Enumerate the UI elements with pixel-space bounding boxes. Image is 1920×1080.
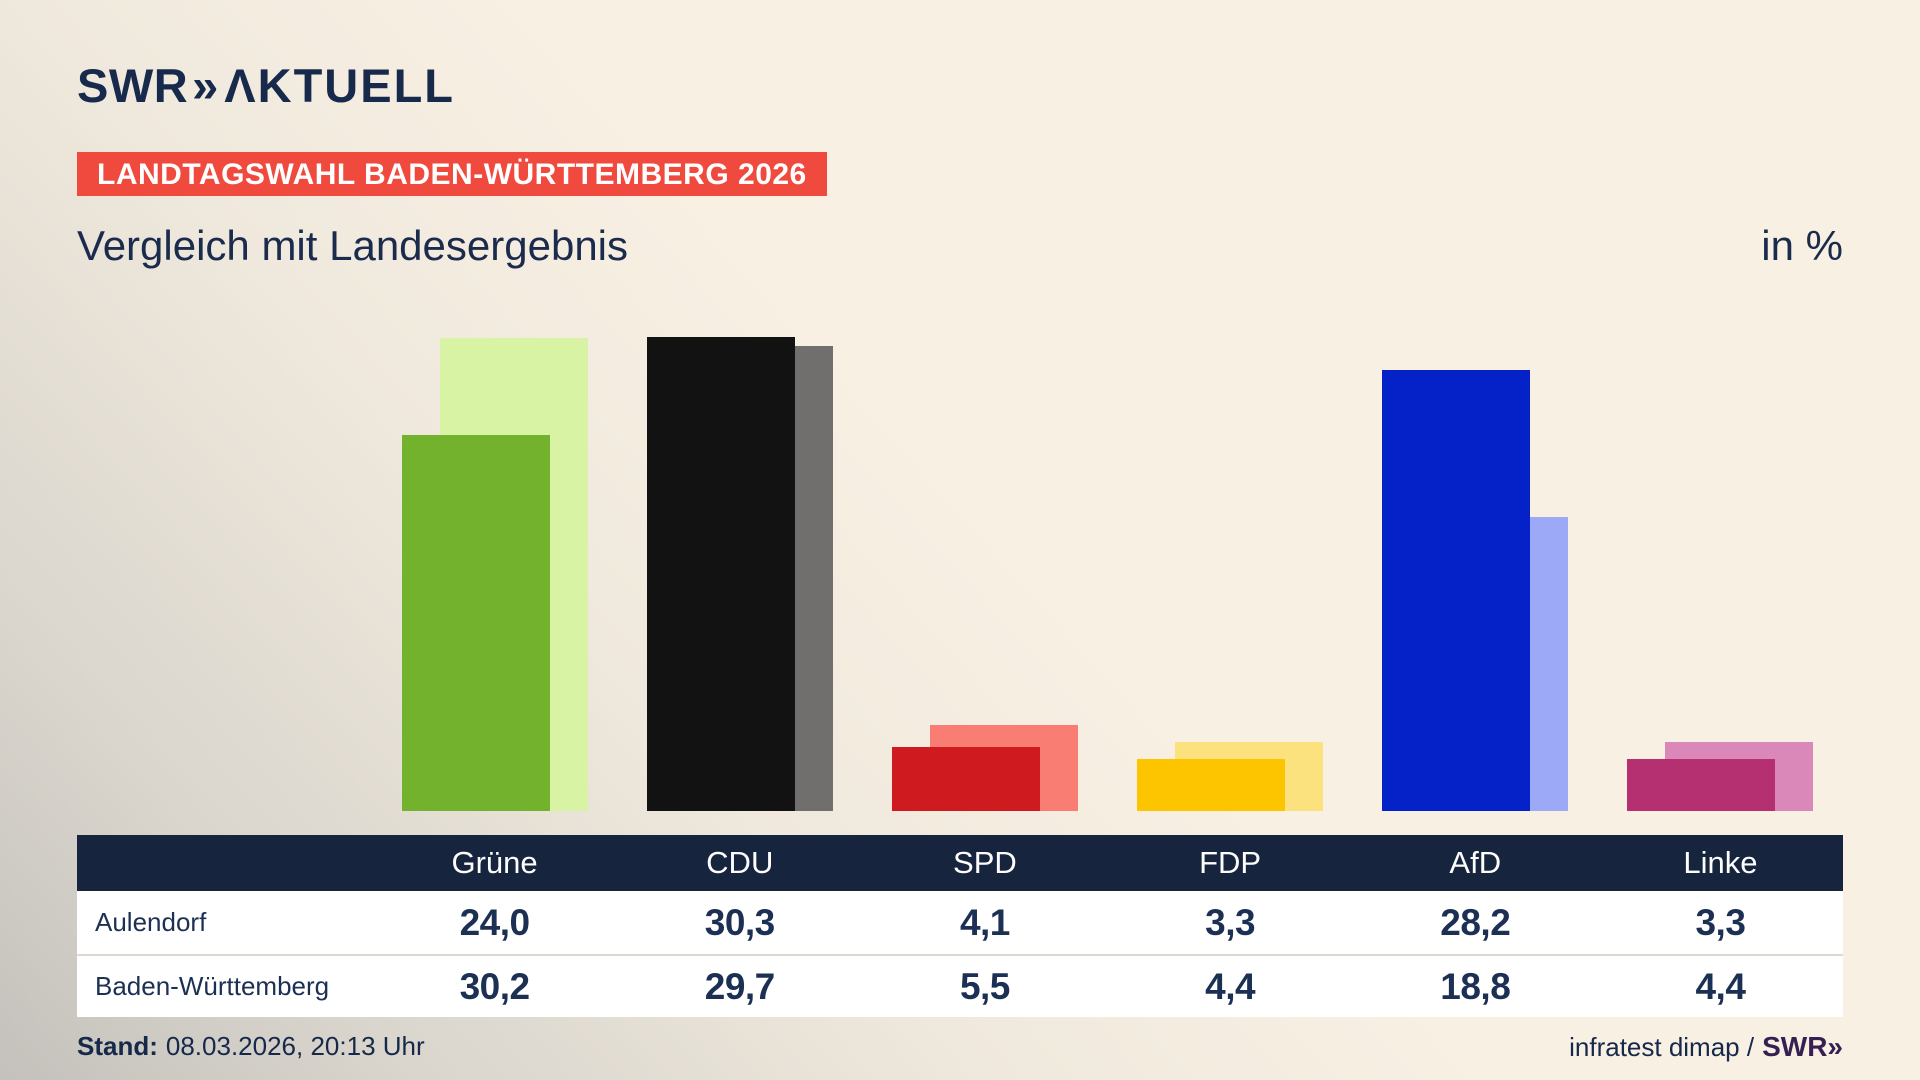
value-aulendorf-spd: 4,1 bbox=[959, 901, 1010, 943]
source-text: infratest dimap / bbox=[1569, 1032, 1755, 1062]
table-row-aulendorf: Aulendorf 24,0 30,3 4,1 3,3 28,2 3,3 bbox=[77, 891, 1843, 954]
row-label: Aulendorf bbox=[95, 907, 207, 937]
value-baden-wuerttemberg-afd: 18,8 bbox=[1440, 965, 1511, 1007]
results-table: Grüne CDU SPD FDP AfD Linke Aulendorf 24,0 30,3… bbox=[77, 835, 1843, 1017]
value-aulendorf-linke: 3,3 bbox=[1695, 901, 1746, 943]
source-credit: infratest dimap / SWR» bbox=[1569, 1031, 1843, 1063]
chart-title: Vergleich mit Landesergebnis bbox=[77, 222, 629, 269]
value-aulendorf-fdp: 3,3 bbox=[1205, 901, 1256, 943]
value-baden-wuerttemberg-linke: 4,4 bbox=[1695, 965, 1746, 1007]
column-header-spd: SPD bbox=[953, 845, 1017, 880]
bar-afd-aulendorf bbox=[1382, 370, 1531, 811]
swr-footer-logo: SWR» bbox=[1762, 1031, 1843, 1062]
stand-value: 08.03.2026, 20:13 Uhr bbox=[165, 1031, 425, 1061]
bar-fdp-aulendorf bbox=[1137, 759, 1286, 811]
table-row-baden-wuerttemberg: Baden-Württemberg 30,2 29,7 5,5 4,4 18,8 4,4 bbox=[77, 954, 1843, 1017]
table-header-row: Grüne CDU SPD FDP AfD Linke bbox=[77, 835, 1843, 891]
bar-gruene-aulendorf bbox=[401, 435, 550, 811]
bar-linke-aulendorf bbox=[1627, 759, 1776, 811]
value-baden-wuerttemberg-cdu: 29,7 bbox=[704, 965, 776, 1007]
unit-label: in % bbox=[1761, 222, 1843, 269]
value-aulendorf-gruene: 24,0 bbox=[459, 901, 531, 943]
column-header-afd: AfD bbox=[1449, 845, 1502, 880]
aktuell-logo-text: ΛKTUELL bbox=[224, 59, 456, 112]
bar-spd-aulendorf bbox=[891, 747, 1040, 811]
column-header-linke: Linke bbox=[1683, 845, 1758, 880]
column-header-fdp: FDP bbox=[1199, 845, 1262, 880]
swr-aktuell-logo: SWR» ΛKTUELL bbox=[77, 58, 455, 113]
row-label: Baden-Württemberg bbox=[95, 971, 330, 1001]
value-baden-wuerttemberg-spd: 5,5 bbox=[959, 965, 1010, 1007]
value-aulendorf-cdu: 30,3 bbox=[704, 901, 776, 943]
column-header-gruene: Grüne bbox=[451, 845, 538, 880]
column-header-cdu: CDU bbox=[706, 845, 774, 880]
value-baden-wuerttemberg-gruene: 30,2 bbox=[459, 965, 531, 1007]
value-aulendorf-afd: 28,2 bbox=[1440, 901, 1511, 943]
swr-logo-text: SWR bbox=[77, 59, 189, 112]
value-baden-wuerttemberg-fdp: 4,4 bbox=[1205, 965, 1256, 1007]
stand-label: Stand: bbox=[77, 1031, 158, 1061]
double-chevron-icon: » bbox=[192, 59, 218, 112]
bar-cdu-aulendorf bbox=[646, 337, 795, 811]
election-badge: LANDTAGSWAHL BADEN-WÜRTTEMBERG 2026 bbox=[77, 152, 827, 196]
timestamp: Stand: 08.03.2026, 20:13 Uhr bbox=[77, 1031, 425, 1062]
